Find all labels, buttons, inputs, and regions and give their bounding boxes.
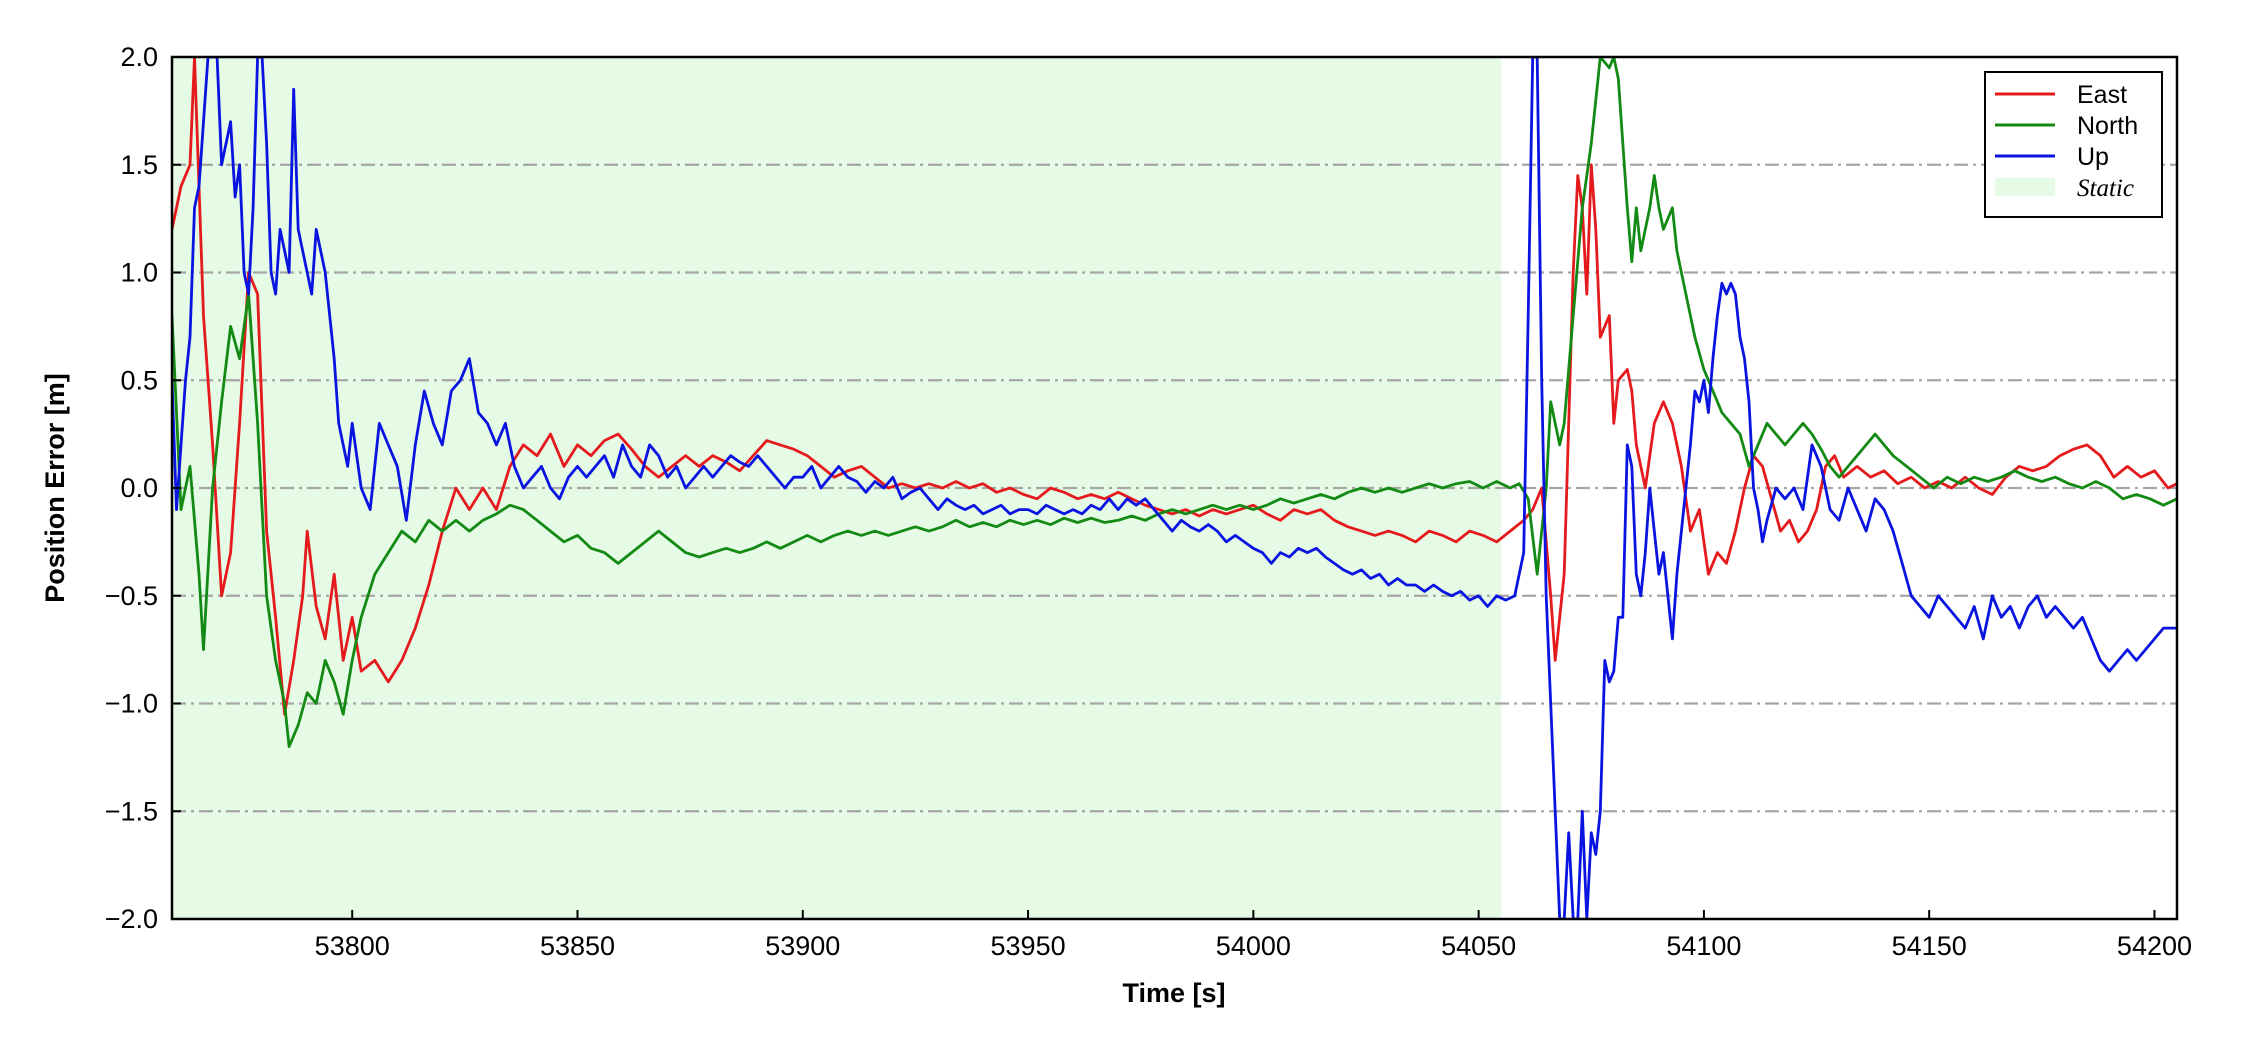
x-axis-label: Time [s]	[1122, 978, 1225, 1008]
series-line-up	[172, 57, 2177, 919]
y-tick-label: 1.5	[120, 150, 158, 180]
y-tick-label: −1.5	[105, 796, 158, 826]
y-tick-label: −2.0	[105, 904, 158, 934]
y-tick-label: −1.0	[105, 689, 158, 719]
x-tick-label: 53950	[991, 931, 1066, 961]
legend-label-up: Up	[2077, 143, 2109, 171]
x-tick-label: 53900	[765, 931, 840, 961]
x-tick-label: 53850	[540, 931, 615, 961]
y-axis-label: Position Error [m]	[40, 373, 70, 603]
y-tick-label: 0.0	[120, 473, 158, 503]
legend-label-static: Static	[2077, 175, 2134, 202]
legend-label-east: East	[2077, 81, 2127, 109]
y-tick-label: 2.0	[120, 42, 158, 72]
legend-label-north: North	[2077, 112, 2138, 140]
x-tick-label: 54100	[1666, 931, 1741, 961]
y-tick-label: 1.0	[120, 258, 158, 288]
x-tick-label: 54000	[1216, 931, 1291, 961]
legend: East North Up Static	[1984, 71, 2163, 218]
y-tick-label: −0.5	[105, 581, 158, 611]
x-tick-label: 53800	[315, 931, 390, 961]
series-line-north	[172, 57, 2177, 748]
x-tick-label: 54050	[1441, 931, 1516, 961]
x-tick-label: 54150	[1892, 931, 1967, 961]
x-tick-label: 54200	[2117, 931, 2192, 961]
legend-swatch-static	[1995, 178, 2055, 196]
y-tick-label: 0.5	[120, 365, 158, 395]
